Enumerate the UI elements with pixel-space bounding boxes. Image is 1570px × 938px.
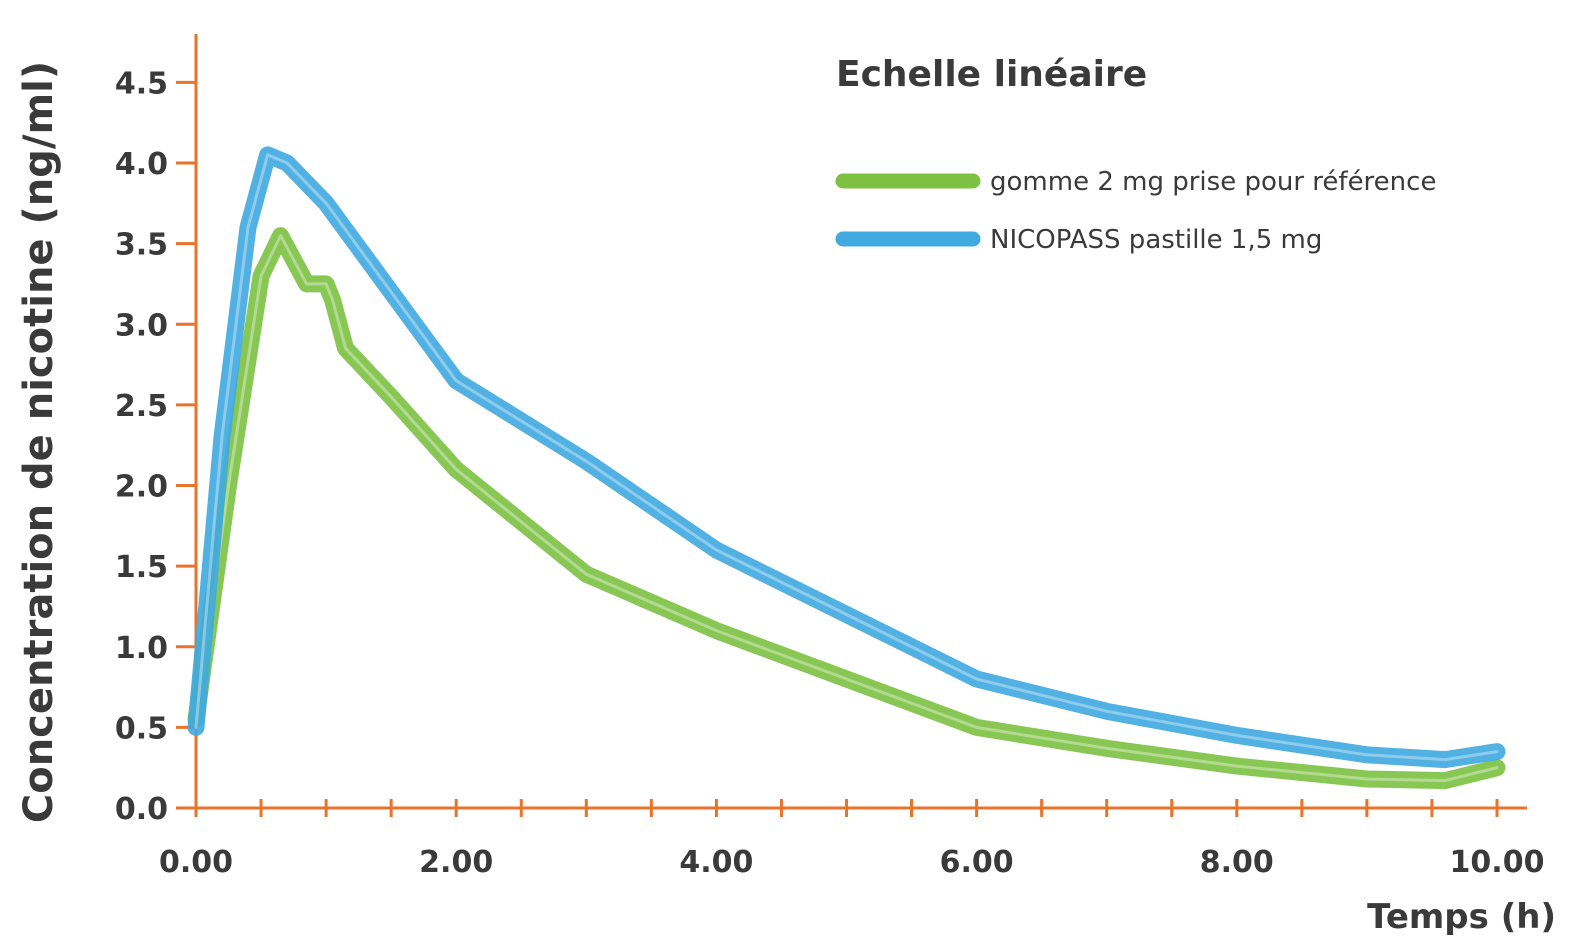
legend-label-gomme: gomme 2 mg prise pour référence [990,167,1436,197]
y-tick-label: 4.0 [115,147,168,182]
series-highlight-1 [194,153,1499,762]
x-tick-label: 0.00 [159,845,233,880]
legend: gomme 2 mg prise pour référence NICOPASS… [835,167,1436,255]
y-tick-label: 3.5 [115,228,168,263]
y-tick-label: 0.0 [115,792,168,827]
legend-label-nicopass: NICOPASS pastille 1,5 mg [990,225,1322,255]
y-tick-label: 2.5 [115,389,168,424]
y-tick-label: 1.0 [115,631,168,666]
series-line-0 [187,227,1506,790]
y-tick-label: 1.5 [115,550,168,585]
x-axis-ticks: 0.00 2.00 4.00 6.00 8.00 10.00 [159,845,1544,880]
x-tick-label: 4.00 [679,845,753,880]
x-tick-label: 10.00 [1450,845,1545,880]
y-tick-label: 4.5 [115,66,168,101]
y-tick-label: 0.5 [115,711,168,746]
x-axis-title: Temps (h) [1367,897,1556,937]
series-layer [187,146,1506,790]
series-highlight-0 [194,234,1499,783]
y-axis-title: Concentration de nicotine (ng/ml) [16,61,62,823]
series-line-1 [187,146,1506,769]
axes [176,34,1527,817]
y-tick-label: 2.0 [115,470,168,505]
y-axis-ticks: 0.0 0.5 1.0 1.5 2.0 2.5 3.0 3.5 4.0 4.5 [115,66,168,827]
y-tick-label: 3.0 [115,308,168,343]
x-tick-label: 8.00 [1200,845,1274,880]
x-tick-label: 6.00 [940,845,1014,880]
chart-title: Echelle linéaire [836,54,1147,95]
x-tick-label: 2.00 [419,845,493,880]
